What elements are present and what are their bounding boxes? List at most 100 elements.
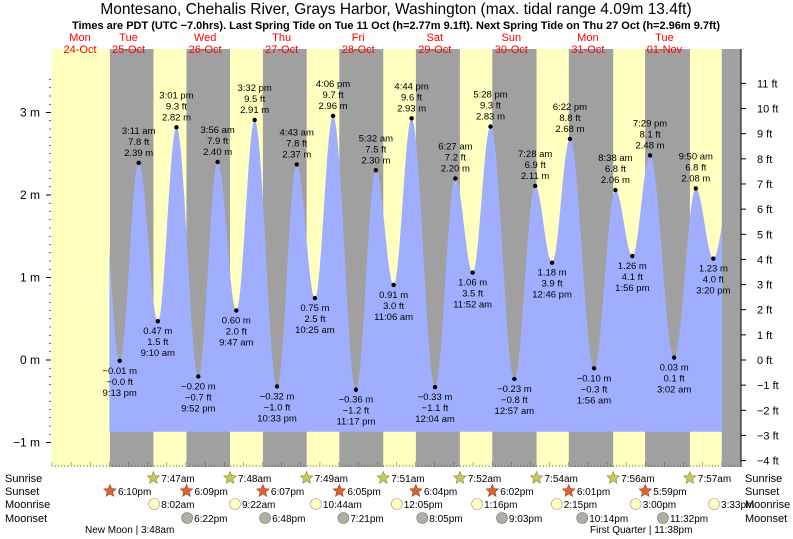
- moonset-icon: [416, 512, 429, 524]
- moonrise-time: 10:44am: [323, 500, 362, 511]
- low-tide-m: −0.20 m: [181, 382, 216, 393]
- high-tide-time: 5:28 pm: [473, 90, 507, 101]
- low-tide-ft: −1.2 ft: [343, 406, 370, 417]
- high-tide-ft: 6.8 ft: [605, 164, 626, 175]
- high-tide-m: 2.30 m: [361, 155, 390, 166]
- high-tide-time: 4:06 pm: [316, 79, 350, 90]
- low-tide-point: [391, 282, 396, 288]
- sunset-icon: [408, 483, 423, 497]
- low-tide-ft: 1.5 ft: [147, 337, 168, 348]
- high-tide-m: 2.83 m: [476, 112, 505, 123]
- low-tide-point: [711, 256, 716, 261]
- tide-curve-layer: [109, 115, 722, 432]
- low-tide-point: [196, 374, 201, 379]
- low-tide-point: [117, 358, 122, 364]
- moonset-icon: [496, 512, 508, 524]
- sunrise-time: 7:52am: [468, 474, 501, 485]
- day-name: Sat: [427, 32, 444, 44]
- moonset-time: 6:22pm: [194, 514, 227, 525]
- low-tide-time: 9:52 pm: [181, 404, 215, 415]
- sunset-icon: [638, 483, 653, 497]
- low-tide-ft: 2.0 ft: [226, 327, 247, 338]
- high-tide-ft: 9.5 ft: [244, 94, 265, 105]
- high-tide-point: [488, 124, 493, 129]
- low-tide-point: [155, 319, 161, 324]
- moonrise-time: 1:16pm: [484, 500, 517, 511]
- moonset-icon: [337, 512, 350, 524]
- high-tide-m: 2.68 m: [555, 124, 584, 135]
- low-tide-point: [432, 385, 438, 390]
- low-tide-time: 11:17 pm: [336, 417, 375, 428]
- high-tide-time: 4:43 am: [280, 127, 314, 138]
- moonset-icon: [181, 512, 193, 524]
- moonrise-time: 9:22am: [242, 500, 275, 511]
- day-name: Thu: [272, 32, 291, 44]
- sunrise-time: 7:54am: [545, 474, 578, 485]
- sunset-time: 6:09pm: [194, 487, 227, 498]
- high-tide-time: 5:32 am: [359, 133, 393, 144]
- high-tide-ft: 7.5 ft: [365, 144, 386, 155]
- moonset-icon: [259, 512, 271, 524]
- low-tide-ft: 3.9 ft: [542, 279, 563, 290]
- low-tide-ft: 4.1 ft: [622, 272, 643, 283]
- sunset-time: 6:10pm: [118, 487, 151, 498]
- high-tide-point: [693, 186, 699, 191]
- low-tide-ft: 4.0 ft: [703, 275, 724, 286]
- chart-subtitle: Times are PDT (UTC −7.0hrs). Last Spring…: [72, 20, 720, 32]
- low-tide-time: 12:04 am: [415, 414, 455, 425]
- sunrise-icon: [529, 470, 544, 484]
- sunrise-icon: [376, 470, 391, 484]
- row-label-left-moonset: Moonset: [5, 513, 47, 525]
- day-date: 29-Oct: [418, 44, 451, 56]
- low-tide-time: 11:52 am: [453, 300, 492, 311]
- low-tide-ft: −0.3 ft: [581, 384, 608, 395]
- high-tide-point: [215, 159, 220, 165]
- row-label-left-sunrise: Sunrise: [5, 473, 42, 485]
- m-tick-label: 0 m: [20, 353, 40, 367]
- high-tide-ft: 6.8 ft: [685, 162, 706, 173]
- high-tide-time: 7:28 am: [518, 149, 552, 160]
- high-tide-m: 2.96 m: [318, 101, 347, 112]
- high-tide-ft: 6.9 ft: [525, 160, 546, 171]
- low-tide-point: [671, 355, 677, 360]
- sunset-icon: [103, 483, 117, 497]
- low-tide-m: 1.23 m: [699, 264, 728, 275]
- low-tide-time: 3:20 pm: [696, 286, 730, 297]
- low-tide-point: [470, 270, 475, 275]
- day-date: 27-Oct: [265, 44, 298, 56]
- high-tide-time: 3:11 am: [122, 126, 156, 137]
- row-label-left-sunset: Sunset: [5, 486, 39, 498]
- row-label-right-moonset: Moonset: [745, 513, 787, 525]
- high-tide-time: 6:22 pm: [553, 102, 587, 113]
- ft-tick-label: 1 ft: [757, 330, 772, 342]
- low-tide-point: [312, 295, 318, 301]
- moonset-time: 9:03pm: [509, 514, 542, 525]
- high-tide-m: 2.37 m: [282, 149, 311, 160]
- low-tide-m: −0.10 m: [577, 373, 612, 384]
- ft-tick-label: −3 ft: [757, 430, 779, 442]
- ft-tick-label: 0 ft: [757, 355, 772, 367]
- high-tide-point: [532, 183, 538, 189]
- low-tide-time: 1:56 pm: [615, 283, 649, 294]
- moon-phase-first-quarter: First Quarter | 11:38pm: [590, 525, 692, 536]
- row-label-left-moonrise: Moonrise: [5, 499, 50, 511]
- day-name: Wed: [194, 32, 216, 44]
- day-date: 26-Oct: [189, 44, 222, 56]
- high-tide-m: 2.39 m: [124, 148, 153, 159]
- high-tide-point: [647, 153, 653, 158]
- m-tick-label: −1 m: [13, 436, 40, 450]
- high-tide-point: [613, 187, 618, 193]
- ft-tick-label: 10 ft: [757, 104, 778, 116]
- high-tide-ft: 9.3 ft: [480, 101, 501, 112]
- sunrise-time: 7:49am: [315, 474, 348, 485]
- high-tide-point: [252, 117, 257, 123]
- low-tide-time: 1:56 am: [577, 395, 611, 406]
- moonrise-icon: [229, 498, 241, 510]
- sunrise-icon: [606, 470, 621, 484]
- high-tide-ft: 9.6 ft: [401, 92, 422, 103]
- ft-tick-label: 4 ft: [757, 254, 772, 266]
- high-tide-m: 2.91 m: [240, 105, 269, 116]
- sunrise-icon: [146, 470, 161, 484]
- high-tide-ft: 9.3 ft: [166, 101, 187, 112]
